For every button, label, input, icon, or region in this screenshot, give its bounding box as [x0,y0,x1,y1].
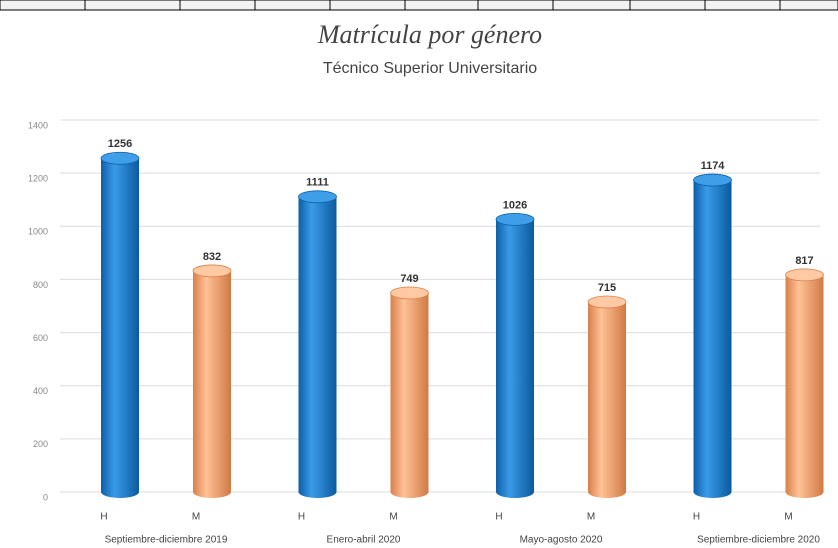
bar-top [100,151,140,165]
y-tick-label: 1000 [28,227,48,237]
x-tick-label: M [192,512,200,523]
value-label: 1256 [108,138,132,150]
y-tick-label: 800 [33,280,48,290]
y-tick-label: 0 [43,492,48,502]
bar-top [298,190,337,204]
table-strip [0,0,838,11]
bar [785,268,824,498]
bar [298,190,337,498]
bar-top [390,286,429,300]
x-tick-label: H [298,512,305,523]
x-tick-label: M [389,512,397,523]
bar-top [785,268,824,282]
bar-top [693,173,732,187]
bar [101,152,139,498]
x-tick-label: H [100,512,107,523]
bar [193,264,231,498]
value-label: 832 [203,251,221,263]
bar-top [192,264,232,278]
x-tick-label: M [587,512,595,523]
value-label: 817 [795,255,813,267]
bar [693,174,732,498]
x-tick-label: H [495,512,502,523]
x-group-label: Mayo-agosto 2020 [520,535,603,546]
value-label: 1174 [701,160,726,172]
value-label: 1111 [306,177,329,189]
y-tick-label: 1400 [28,120,48,130]
value-label: 749 [400,273,418,285]
y-tick-label: 200 [33,439,48,449]
bar-top [495,212,535,226]
bar [588,296,626,498]
x-group-label: Enero-abril 2020 [327,535,401,546]
chart-title: Matrícula por género [317,20,542,49]
x-tick-label: M [784,512,792,523]
x-tick-label: H [693,512,700,523]
y-tick-label: 1200 [28,174,48,184]
chart-subtitle: Técnico Superior Universitario [323,60,537,77]
x-group-label: Septiembre-diciembre 2019 [105,535,228,546]
value-label: 715 [598,282,616,294]
value-label: 1026 [503,199,527,211]
bar [496,213,534,499]
bar [390,286,429,498]
y-tick-label: 400 [33,386,48,396]
y-tick-label: 600 [33,333,48,343]
bar-top [587,295,627,309]
x-group-label: Septiembre-diciembre 2020 [697,535,820,546]
